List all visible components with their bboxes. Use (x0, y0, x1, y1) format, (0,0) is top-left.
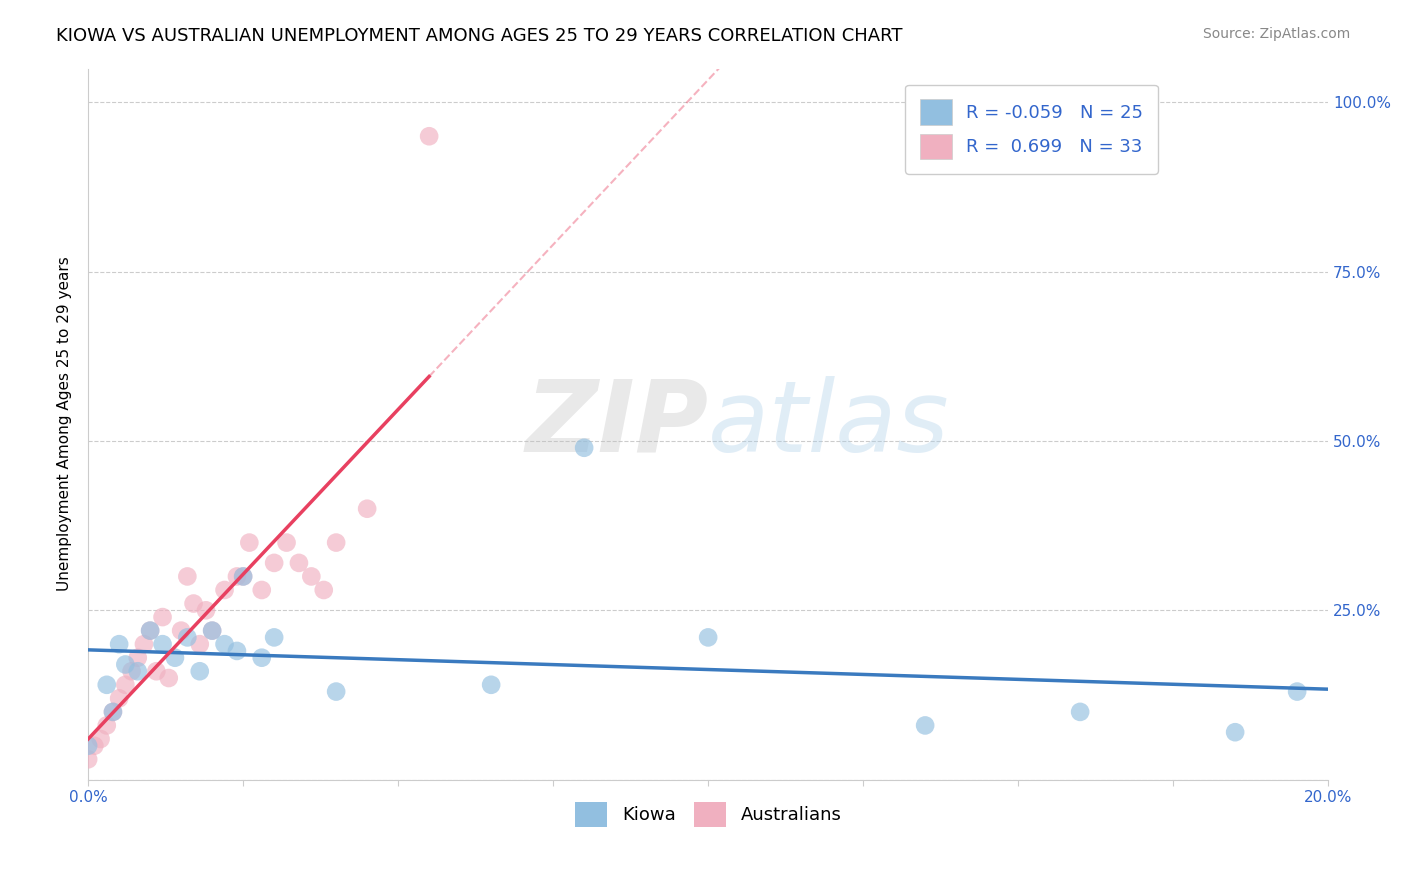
Point (139, 624, 162, 638)
Text: ZIP: ZIP (526, 376, 709, 473)
Point (214, 582, 236, 597)
Point (83, 739, 105, 753)
Point (108, 637, 131, 651)
Point (194, 603, 217, 617)
Point (288, 556, 311, 570)
Point (250, 650, 273, 665)
Point (226, 569, 249, 583)
Point (479, 678, 502, 692)
Point (263, 631, 285, 645)
Point (201, 624, 224, 638)
Point (325, 684, 347, 698)
Point (127, 650, 149, 665)
Point (176, 631, 198, 645)
Point (90, 731, 112, 746)
Point (1286, 684, 1309, 698)
Text: atlas: atlas (709, 376, 950, 473)
Point (139, 624, 162, 638)
Point (176, 569, 198, 583)
Point (697, 631, 720, 645)
Point (96, 678, 118, 692)
Point (121, 665, 143, 679)
Point (312, 582, 335, 597)
Point (114, 657, 136, 672)
Point (132, 637, 155, 651)
Point (1223, 725, 1246, 739)
Point (188, 637, 211, 651)
Point (183, 597, 205, 611)
Point (238, 535, 260, 549)
Legend: Kiowa, Australians: Kiowa, Australians (568, 795, 849, 835)
Point (145, 665, 167, 679)
Point (152, 610, 174, 624)
Point (226, 644, 249, 658)
Point (325, 535, 347, 549)
Point (232, 569, 254, 583)
Point (152, 637, 174, 651)
Point (157, 671, 180, 685)
Point (276, 535, 298, 549)
Point (299, 569, 322, 583)
Point (1069, 705, 1091, 719)
Point (127, 665, 149, 679)
Point (108, 691, 131, 706)
Point (914, 718, 936, 732)
Point (96, 718, 118, 732)
Point (214, 637, 236, 651)
Point (101, 705, 124, 719)
Point (101, 705, 124, 719)
Point (201, 624, 224, 638)
Y-axis label: Unemployment Among Ages 25 to 29 years: Unemployment Among Ages 25 to 29 years (58, 257, 72, 591)
Text: Source: ZipAtlas.com: Source: ZipAtlas.com (1202, 27, 1350, 41)
Point (250, 582, 273, 597)
Point (163, 650, 186, 665)
Point (188, 665, 211, 679)
Text: KIOWA VS AUSTRALIAN UNEMPLOYMENT AMONG AGES 25 TO 29 YEARS CORRELATION CHART: KIOWA VS AUSTRALIAN UNEMPLOYMENT AMONG A… (56, 27, 903, 45)
Point (114, 678, 136, 692)
Point (418, 129, 440, 144)
Point (77, 752, 100, 766)
Point (77, 739, 100, 753)
Point (232, 569, 254, 583)
Point (263, 556, 285, 570)
Point (170, 624, 193, 638)
Point (356, 501, 378, 516)
Point (572, 441, 595, 455)
